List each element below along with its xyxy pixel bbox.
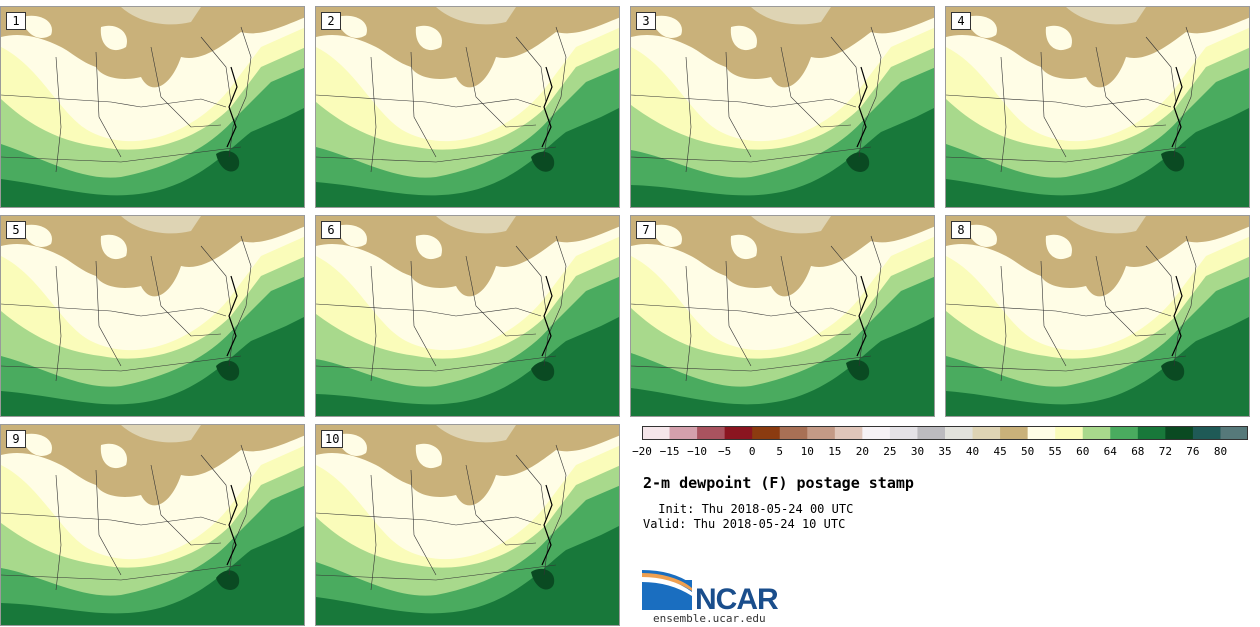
member-panel: 4 [945, 6, 1250, 208]
member-number: 5 [6, 221, 26, 239]
member-number: 4 [951, 12, 971, 30]
colorbar-segment [1082, 426, 1111, 440]
colorbar-segment [807, 426, 836, 440]
colorbar-segment [669, 426, 698, 440]
dewpoint-map [316, 216, 619, 416]
colorbar-tick-label: −20 [632, 445, 652, 458]
member-number: 9 [6, 430, 26, 448]
colorbar-tick-label: 20 [855, 445, 869, 458]
member-panel: 8 [945, 215, 1250, 417]
colorbar-tick-label: 64 [1103, 445, 1117, 458]
colorbar-tick-label: 68 [1131, 445, 1145, 458]
colorbar-segment [1165, 426, 1194, 440]
member-panel: 10 [315, 424, 620, 626]
colorbar-tick-label: 15 [828, 445, 842, 458]
member-panel: 1 [0, 6, 305, 208]
logo-url: ensemble.ucar.edu [653, 612, 766, 625]
member-number: 7 [636, 221, 656, 239]
colorbar-tick-label: 50 [1021, 445, 1035, 458]
member-number: 3 [636, 12, 656, 30]
ncar-logo-icon [642, 570, 692, 610]
colorbar-segment [779, 426, 808, 440]
colorbar-segment [945, 426, 974, 440]
member-panel: 5 [0, 215, 305, 417]
member-number: 8 [951, 221, 971, 239]
colorbar-tick-label: 10 [800, 445, 814, 458]
colorbar-tick-label: −5 [718, 445, 732, 458]
colorbar-segment [1055, 426, 1084, 440]
colorbar-tick-label: 35 [938, 445, 952, 458]
colorbar-segment [1137, 426, 1166, 440]
member-panel: 6 [315, 215, 620, 417]
dewpoint-map [1, 7, 304, 207]
colorbar-segment [834, 426, 863, 440]
colorbar-tick-label: 72 [1158, 445, 1172, 458]
member-number: 6 [321, 221, 341, 239]
colorbar-tick-label: 76 [1186, 445, 1200, 458]
colorbar-tick-label: 80 [1213, 445, 1228, 458]
colorbar-tick-label: 55 [1048, 445, 1062, 458]
colorbar-ticks: −20 −15 −10 −5 0 5 10 15 20 25 30 35 40 45 50 55 60 64 68 7… [632, 445, 1260, 461]
colorbar-tick-label: 40 [965, 445, 980, 458]
member-panel: 9 [0, 424, 305, 626]
member-panel: 7 [630, 215, 935, 417]
colorbar-tick-label: 60 [1076, 445, 1090, 458]
plot-title: 2-m dewpoint (F) postage stamp [643, 474, 914, 492]
colorbar-segment [1027, 426, 1056, 440]
member-number: 10 [321, 430, 344, 448]
colorbar-segment [1220, 426, 1248, 440]
colorbar-segment [1192, 426, 1221, 440]
colorbar [642, 426, 1248, 440]
member-number: 2 [321, 12, 341, 30]
colorbar-segment [889, 426, 918, 440]
member-number: 1 [6, 12, 26, 30]
colorbar-tick-label: 0 [748, 445, 756, 458]
colorbar-tick-label: −10 [687, 445, 708, 458]
dewpoint-map [631, 7, 934, 207]
dewpoint-map [946, 216, 1249, 416]
init-time: Init: Thu 2018-05-24 00 UTC [651, 502, 854, 516]
dewpoint-map [1, 216, 304, 416]
colorbar-segment [724, 426, 753, 440]
dewpoint-map [316, 425, 619, 625]
ncar-logo-text: NCAR [695, 583, 779, 616]
colorbar-segment [752, 426, 781, 440]
valid-time: Valid: Thu 2018-05-24 10 UTC [643, 517, 846, 531]
colorbar-tick-label: 30 [910, 445, 925, 458]
colorbar-segment [1110, 426, 1139, 440]
dewpoint-map [1, 425, 304, 625]
colorbar-segment [917, 426, 946, 440]
dewpoint-map [316, 7, 619, 207]
colorbar-tick-label: −15 [659, 445, 680, 458]
member-panel: 2 [315, 6, 620, 208]
member-panel: 3 [630, 6, 935, 208]
colorbar-tick-label: 45 [993, 445, 1007, 458]
colorbar-tick-label: 25 [883, 445, 897, 458]
colorbar-segment [1000, 426, 1029, 440]
dewpoint-map [631, 216, 934, 416]
dewpoint-map [946, 7, 1249, 207]
colorbar-tick-label: 5 [776, 445, 784, 458]
colorbar-segment [862, 426, 891, 440]
colorbar-segment [972, 426, 1001, 440]
colorbar-segment [642, 426, 671, 440]
colorbar-segment [697, 426, 726, 440]
